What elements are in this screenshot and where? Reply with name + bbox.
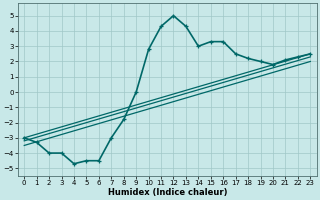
X-axis label: Humidex (Indice chaleur): Humidex (Indice chaleur) <box>108 188 227 197</box>
